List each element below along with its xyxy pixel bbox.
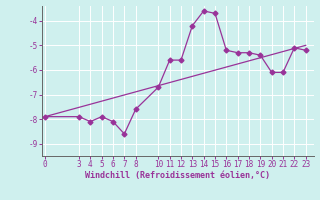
- X-axis label: Windchill (Refroidissement éolien,°C): Windchill (Refroidissement éolien,°C): [85, 171, 270, 180]
